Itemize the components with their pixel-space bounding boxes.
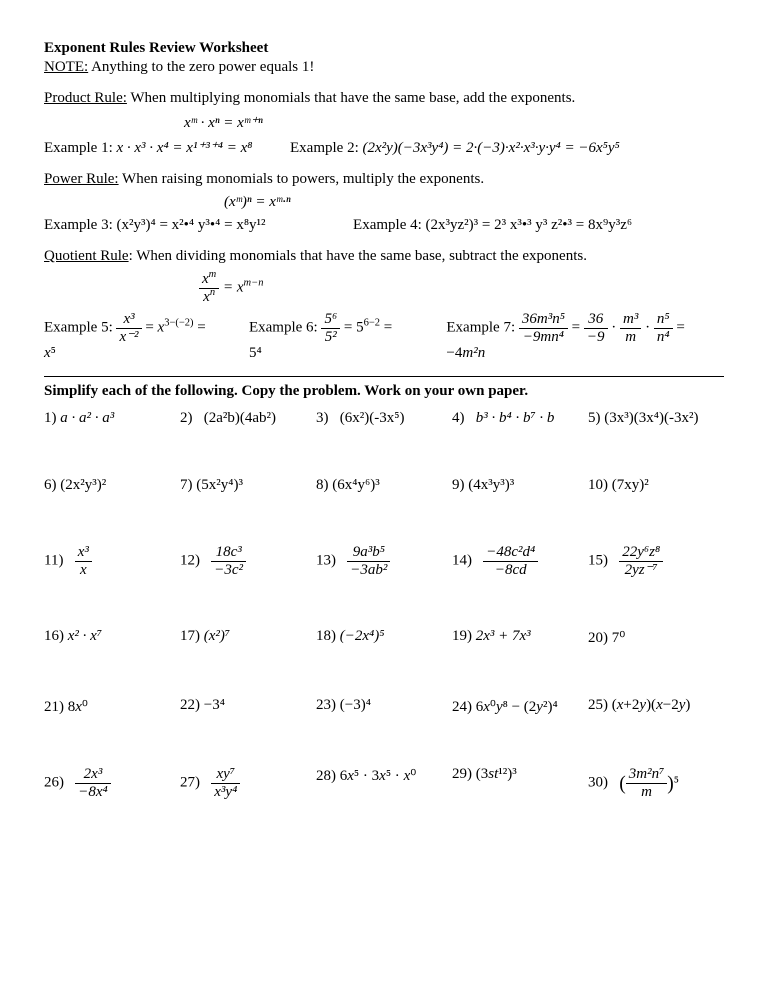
problem-row: 11) x³x12) 18c³−3c²13) 9a³b⁵−3ab²14) −48… (44, 544, 724, 578)
problem-cell: 18) (−2x⁴)⁵ (316, 628, 452, 647)
example-1: Example 1: x · x³ · x⁴ = x¹⁺³⁺⁴ = x⁸ (44, 138, 253, 157)
power-rule: Power Rule: When raising monomials to po… (44, 171, 724, 188)
problem-cell: 2) (2a²b)(4ab²) (180, 410, 316, 427)
note-prefix: NOTE: (44, 59, 88, 75)
problem-row: 16) x² · x⁷17) (x²)⁷18) (−2x⁴)⁵19) 2x³ +… (44, 628, 724, 647)
problem-cell: 4) b³ · b⁴ · b⁷ · b (452, 410, 588, 427)
problems-grid: 1) a · a² · a³2) (2a²b)(4ab²)3) (6x²)(-3… (44, 410, 724, 800)
product-rule-text: When multiplying monomials that have the… (127, 90, 575, 106)
problem-cell: 19) 2x³ + 7x³ (452, 628, 588, 647)
problem-cell: 30) (3m²n⁷m)⁵ (588, 766, 724, 800)
product-rule-label: Product Rule: (44, 90, 127, 106)
problem-cell: 3) (6x²)(-3x⁵) (316, 410, 452, 427)
problem-cell: 23) (−3)⁴ (316, 697, 452, 716)
problem-cell: 22) −3⁴ (180, 697, 316, 716)
example-5: Example 5: x³x⁻² = x3−(−2) = x⁵ (44, 311, 219, 362)
problem-cell: 15) 22y⁶z⁸2yz⁻⁷ (588, 544, 724, 578)
problem-cell: 14) −48c²d⁴−8cd (452, 544, 588, 578)
problem-cell: 26) 2x³−8x⁴ (44, 766, 180, 800)
problem-cell: 16) x² · x⁷ (44, 628, 180, 647)
example-3: Example 3: (x²y³)⁴ = x²•⁴ y³•⁴ = x⁸y¹² (44, 217, 266, 234)
problem-cell: 29) (3st¹²)³ (452, 766, 588, 800)
problem-cell: 13) 9a³b⁵−3ab² (316, 544, 452, 578)
example-7: Example 7: 36m³n⁵−9mn⁴ = 36−9 · m³m · n⁵… (446, 311, 724, 362)
problem-cell: 24) 6x⁰y⁸ − (2y²)⁴ (452, 697, 588, 716)
problem-cell: 27) xy⁷x³y⁴ (180, 766, 316, 800)
problem-cell: 8) (6x⁴y⁶)³ (316, 477, 452, 494)
problem-cell: 28) 6x⁵ · 3x⁵ · x⁰ (316, 766, 452, 800)
quotient-rule-text: : When dividing monomials that have the … (129, 248, 587, 264)
note-text: Anything to the zero power equals 1! (88, 59, 314, 75)
problem-cell: 6) (2x²y³)² (44, 477, 180, 494)
note-line: NOTE: Anything to the zero power equals … (44, 59, 724, 76)
product-examples: Example 1: x · x³ · x⁴ = x¹⁺³⁺⁴ = x⁸ Exa… (44, 138, 724, 157)
power-rule-formula: (xᵐ)ⁿ = xᵐ·ⁿ (224, 194, 724, 211)
problem-cell: 7) (5x²y⁴)³ (180, 477, 316, 494)
problem-cell: 11) x³x (44, 544, 180, 578)
problem-cell: 17) (x²)⁷ (180, 628, 316, 647)
problem-cell: 12) 18c³−3c² (180, 544, 316, 578)
problem-cell: 20) 7⁰ (588, 628, 724, 647)
problem-cell: 10) (7xy)² (588, 477, 724, 494)
problem-cell: 21) 8x⁰ (44, 697, 180, 716)
example-6: Example 6: 5⁶5² = 56−2 = 5⁴ (249, 311, 407, 362)
quotient-rule-formula: xmxn = xm−n (199, 271, 724, 305)
product-rule-formula: xᵐ · xⁿ = xᵐ⁺ⁿ (184, 113, 724, 132)
problem-row: 26) 2x³−8x⁴27) xy⁷x³y⁴28) 6x⁵ · 3x⁵ · x⁰… (44, 766, 724, 800)
power-rule-text: When raising monomials to powers, multip… (119, 171, 485, 187)
product-rule: Product Rule: When multiplying monomials… (44, 90, 724, 107)
example-4: Example 4: (2x³yz²)³ = 2³ x³•³ y³ z²•³ =… (353, 217, 632, 234)
quotient-rule-label: Quotient Rule (44, 248, 129, 264)
section-heading: Simplify each of the following. Copy the… (44, 376, 724, 400)
problem-cell: 1) a · a² · a³ (44, 410, 180, 427)
worksheet-title: Exponent Rules Review Worksheet (44, 40, 724, 57)
power-rule-label: Power Rule: (44, 171, 119, 187)
problem-row: 1) a · a² · a³2) (2a²b)(4ab²)3) (6x²)(-3… (44, 410, 724, 427)
problem-row: 21) 8x⁰22) −3⁴23) (−3)⁴24) 6x⁰y⁸ − (2y²)… (44, 697, 724, 716)
quotient-examples: Example 5: x³x⁻² = x3−(−2) = x⁵ Example … (44, 311, 724, 362)
problem-cell: 5) (3x³)(3x⁴)(-3x²) (588, 410, 724, 427)
problem-row: 6) (2x²y³)²7) (5x²y⁴)³8) (6x⁴y⁶)³9) (4x³… (44, 477, 724, 494)
quotient-rule: Quotient Rule: When dividing monomials t… (44, 248, 724, 265)
power-examples: Example 3: (x²y³)⁴ = x²•⁴ y³•⁴ = x⁸y¹² E… (44, 217, 724, 234)
problem-cell: 25) (x+2y)(x−2y) (588, 697, 724, 716)
problem-cell: 9) (4x³y³)³ (452, 477, 588, 494)
example-2: Example 2: (2x²y)(−3x³y⁴) = 2·(−3)·x²·x³… (290, 140, 620, 157)
